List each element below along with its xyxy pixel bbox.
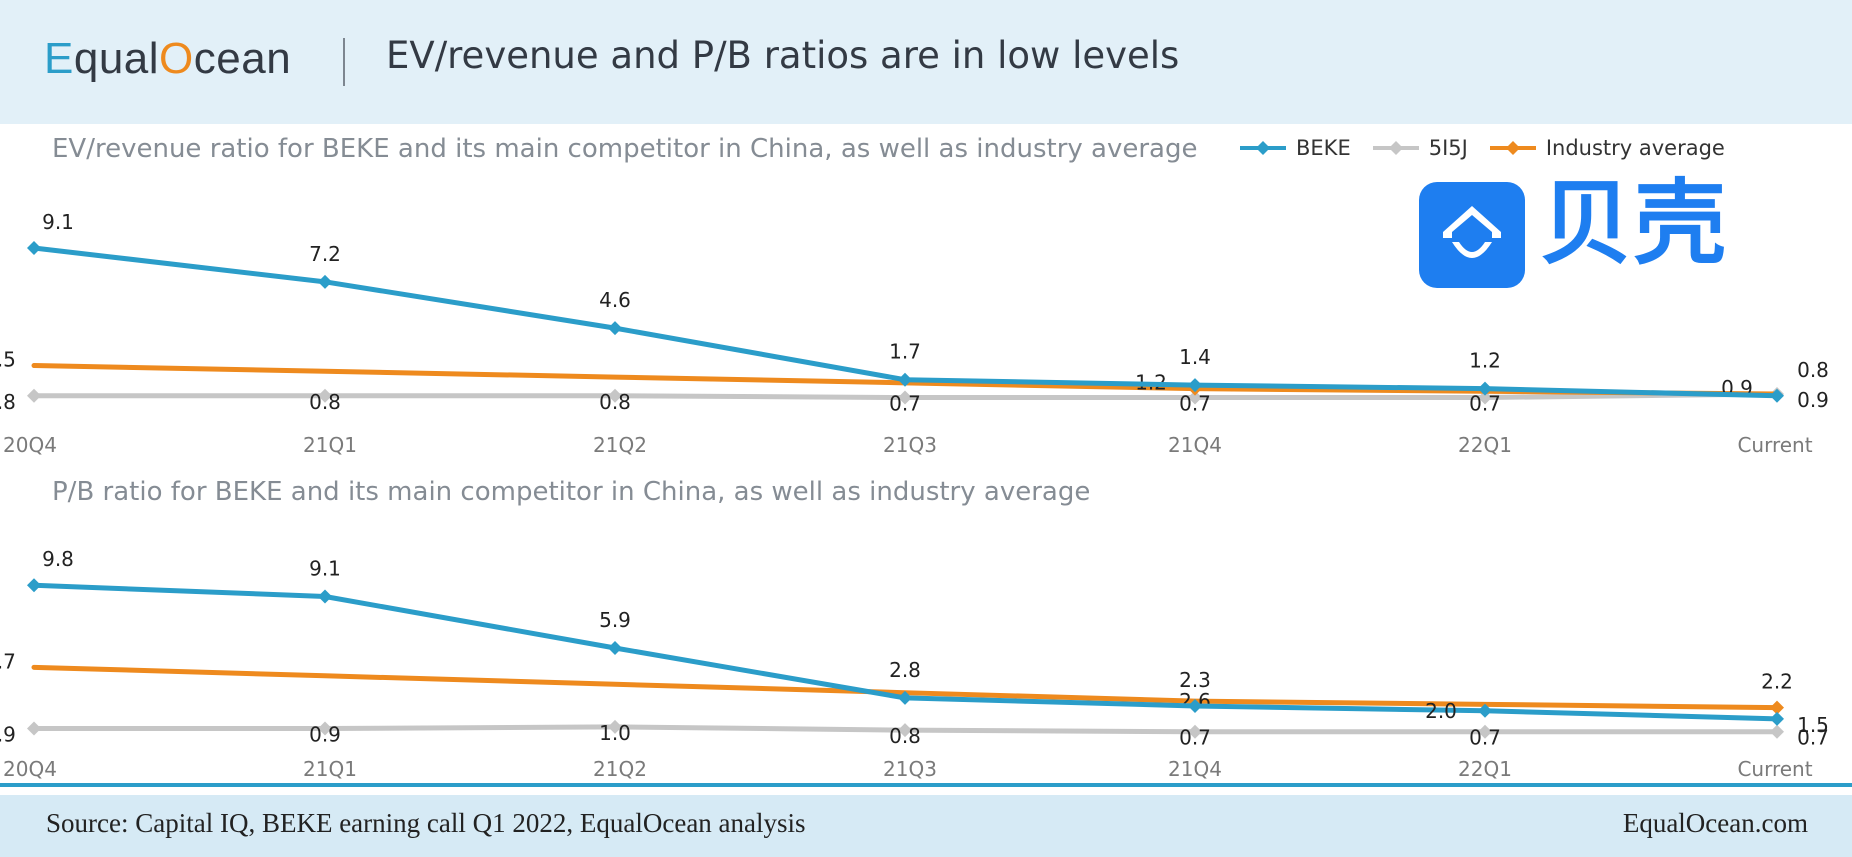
chart-1-marker-5i5j (1478, 390, 1492, 405)
chart-2-x-tick-label: 21Q3 (883, 757, 937, 781)
chart-1-marker-5i5j (27, 388, 41, 403)
chart-1-x-tick-label: 20Q4 (3, 433, 57, 457)
chart-1-data-label-5i5j: 0.7 (889, 392, 921, 416)
chart-2-marker-5i5j (318, 721, 332, 736)
chart-1-marker-beke (27, 241, 41, 256)
chart-1-data-label-beke: 1.4 (1179, 345, 1211, 369)
chart-1-data-label-beke: 4.6 (599, 288, 631, 312)
chart-1-marker-beke (1770, 388, 1784, 403)
chart-2-data-label-beke: 5.9 (599, 608, 631, 632)
chart-1-data-label-5i5j: 0.9 (1797, 388, 1829, 412)
chart-1-data-label-beke: 9.1 (42, 210, 74, 234)
chart-1-marker-beke (1188, 378, 1202, 393)
legend-item-5i5j: 5I5J (1372, 136, 1468, 160)
chart-2-data-label-5i5j: 0.7 (1469, 726, 1501, 750)
chart-2-data-label-5i5j: 0.8 (889, 724, 921, 748)
chart-2-marker-beke (27, 578, 41, 593)
legend-label-5i5j: 5I5J (1428, 136, 1468, 160)
chart-1-data-label-beke: 0.8 (1797, 358, 1829, 382)
chart-2-title: P/B ratio for BEKE and its main competit… (52, 477, 1091, 507)
footer-bar: Source: Capital IQ, BEKE earning call Q1… (0, 795, 1852, 857)
chart-1-marker-5i5j (608, 388, 622, 403)
chart-2-data-label-5i5j: 0.7 (1179, 726, 1211, 750)
chart-1-x-tick-label: 21Q3 (883, 433, 937, 457)
chart-2-marker-beke (898, 690, 912, 705)
line-charts: 20Q4 21Q1 21Q2 21Q3 21Q4 22Q1 Current 0.8 0.8 0.8… (0, 210, 1829, 781)
chart-1-x-tick-label: Current (1737, 433, 1812, 457)
chart-legend: BEKE 5I5J Industry average (1240, 136, 1725, 160)
chart-1-data-label-beke: 7.2 (309, 242, 341, 266)
chart-2-data-label-5i5j: 0.7 (1797, 726, 1829, 750)
chart-2-data-label-5i5j: 0.9 (0, 723, 16, 747)
footer-divider (0, 783, 1852, 787)
chart-1-x-tick-label: 21Q1 (303, 433, 357, 457)
chart-1-x-tick-label: 21Q4 (1168, 433, 1222, 457)
chart-2-data-label-beke: 2.8 (889, 658, 921, 682)
chart-2-x-tick-label: 22Q1 (1458, 757, 1512, 781)
chart-2-data-label-beke: 2.0 (1425, 699, 1457, 723)
chart-2-marker-beke (1478, 703, 1492, 718)
chart-1-marker-5i5j (898, 390, 912, 405)
chart-1-marker-beke (318, 274, 332, 289)
site-name: EqualOcean.com (1622, 808, 1808, 838)
chart-2-x-tick-label: 20Q4 (3, 757, 57, 781)
chart-1-marker-5i5j (318, 388, 332, 403)
chart-1-data-label-industry-average: 2.5 (0, 348, 16, 372)
chart-1-data-label-beke: 1.7 (889, 340, 921, 364)
chart-2-data-label-5i5j: 0.9 (309, 723, 341, 747)
chart-2-data-label-industry-average: 2.2 (1761, 670, 1793, 694)
chart-1-data-label-5i5j: 0.8 (0, 390, 16, 414)
page-title: EV/revenue and P/B ratios are in low lev… (386, 34, 1180, 77)
chart-2-marker-5i5j (1770, 724, 1784, 739)
chart-2-marker-5i5j (1478, 724, 1492, 739)
chart-1-title: EV/revenue ratio for BEKE and its main c… (52, 134, 1198, 164)
chart-2-marker-beke (608, 641, 622, 656)
equalocean-logo: EqualOcean (44, 34, 292, 83)
chart-1-data-label-5i5j: 0.8 (599, 390, 631, 414)
chart-2-x-tick-label: 21Q1 (303, 757, 357, 781)
legend-item-beke: BEKE (1240, 136, 1351, 160)
chart-2-data-label-beke: 9.8 (42, 547, 74, 571)
chart-1-x-tick-label: 21Q2 (593, 433, 647, 457)
chart-2-marker-industry-average (1770, 700, 1784, 715)
chart-2-marker-beke (318, 589, 332, 604)
chart-1-marker-beke (608, 321, 622, 336)
house-smile-icon (1443, 206, 1501, 258)
chart-2-data-label-beke: 2.3 (1179, 668, 1211, 692)
chart-2-data-label-beke: 9.1 (309, 556, 341, 580)
beke-logo-icon (1419, 182, 1525, 288)
legend-marker-beke (1240, 141, 1286, 155)
chart-1-data-label-5i5j: 0.8 (309, 390, 341, 414)
beke-brand-text: 贝壳 (1540, 170, 1729, 277)
chart-2-data-label-5i5j: 1.0 (599, 721, 631, 745)
chart-1-marker-beke (898, 372, 912, 387)
legend-label-beke: BEKE (1296, 136, 1351, 160)
chart-1-marker-5i5j (1188, 390, 1202, 405)
chart-2-marker-beke (1770, 711, 1784, 726)
chart-1-x-tick-label: 22Q1 (1458, 433, 1512, 457)
chart-2-marker-beke (1188, 698, 1202, 713)
legend-label-industry-average: Industry average (1545, 136, 1725, 160)
legend-marker-5i5j (1372, 141, 1419, 155)
header-bar: EqualOcean EV/revenue and P/B ratios are… (0, 0, 1852, 124)
chart-1-marker-beke (1478, 381, 1492, 396)
chart-1-data-label-beke: 1.2 (1469, 349, 1501, 373)
chart-2-x-tick-label: 21Q4 (1168, 757, 1222, 781)
legend-marker-industry-average (1489, 141, 1536, 155)
chart-2-marker-5i5j (27, 721, 41, 736)
chart-2-x-tick-label: 21Q2 (593, 757, 647, 781)
legend-item-industry-average: Industry average (1489, 136, 1725, 160)
chart-2-marker-5i5j (608, 719, 622, 734)
chart-2-data-label-beke: 1.5 (1797, 713, 1829, 737)
chart-2-x-tick-label: Current (1737, 757, 1812, 781)
chart-2-data-label-industry-average: 4.7 (0, 649, 16, 673)
chart-2-marker-5i5j (898, 723, 912, 738)
chart-2-marker-5i5j (1188, 724, 1202, 739)
header-divider (343, 38, 345, 86)
source-note: Source: Capital IQ, BEKE earning call Q1… (46, 808, 806, 838)
